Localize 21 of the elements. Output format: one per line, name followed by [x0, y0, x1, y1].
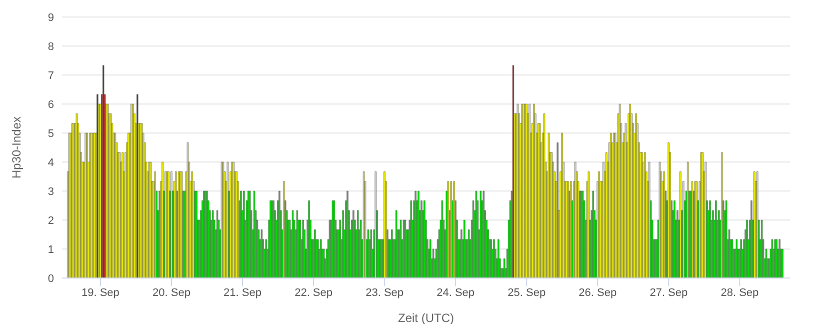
x-tick-label: 23. Sep [366, 286, 404, 299]
x-tick-label: 24. Sep [436, 286, 475, 299]
y-tick-label: 4 [48, 156, 54, 169]
y-tick-label: 6 [48, 98, 54, 111]
x-tick-label: 19. Sep [82, 286, 120, 299]
x-tick-label: 26. Sep [578, 286, 617, 299]
x-tick-label: 25. Sep [508, 286, 546, 299]
x-tick-label: 27. Sep [650, 286, 688, 299]
y-tick-label: 1 [48, 244, 54, 256]
x-tick-label: 22. Sep [294, 286, 333, 299]
y-tick-label: 0 [48, 272, 54, 285]
x-tick-label: 21. Sep [224, 286, 262, 299]
y-tick-label: 9 [48, 12, 54, 24]
x-tick-label: 20. Sep [152, 286, 190, 299]
y-tick-label: 8 [48, 40, 54, 53]
y-tick-label: 2 [48, 214, 54, 227]
y-tick-label: 3 [48, 186, 54, 198]
y-tick-label: 5 [48, 128, 54, 140]
y-axis-title: Hp30-Index [9, 116, 24, 179]
x-tick-label: 28. Sep [720, 286, 759, 299]
y-tick-label: 7 [48, 70, 54, 82]
